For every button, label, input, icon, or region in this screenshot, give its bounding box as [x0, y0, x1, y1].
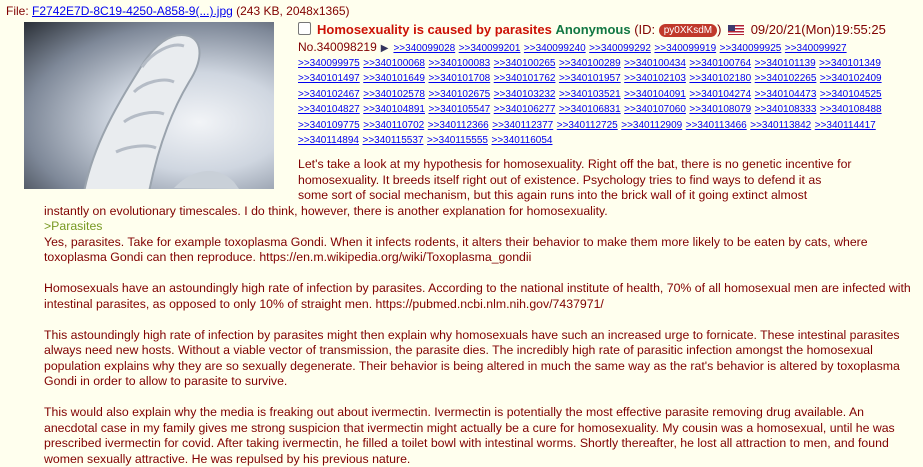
message-paragraph: This would also explain why the media is…: [44, 405, 895, 466]
backlink[interactable]: >>340102675: [428, 88, 491, 100]
backlink[interactable]: >>340100068: [363, 57, 425, 69]
backlink[interactable]: >>340110702: [363, 119, 425, 131]
backlink[interactable]: >>340102103: [624, 73, 686, 84]
file-link[interactable]: F2742E7D-8C19-4250-A858-9(...).jpg: [32, 4, 233, 18]
post-menu-arrow-icon[interactable]: ▶: [380, 43, 389, 54]
backlink[interactable]: >>340104827: [298, 104, 360, 115]
message-line: some sort of social mechanism, but this …: [298, 188, 808, 202]
backlink[interactable]: >>340101957: [558, 73, 621, 84]
backlink[interactable]: >>340099927: [784, 43, 847, 54]
backlink[interactable]: >>340106277: [493, 104, 556, 115]
backlink[interactable]: >>340105547: [428, 104, 491, 115]
file-info: File: F2742E7D-8C19-4250-A858-9(...).jpg…: [6, 4, 350, 18]
backlink[interactable]: >>340102409: [819, 73, 882, 84]
backlink[interactable]: >>340102578: [363, 88, 425, 100]
backlink[interactable]: >>340112725: [556, 119, 618, 131]
id-open: (ID:: [630, 22, 659, 37]
backlink[interactable]: >>340103232: [493, 88, 556, 100]
post-number-label[interactable]: No.340098219: [298, 40, 377, 54]
backlink[interactable]: >>340108333: [754, 104, 817, 115]
backlink[interactable]: >>340114894: [298, 135, 359, 146]
backlink[interactable]: >>340101649: [363, 73, 425, 84]
backlinks: No.340098219 ▶ >>340099028 >>340099201 >>340…: [298, 40, 918, 149]
us-flag-icon: [728, 25, 745, 35]
backlink-row: >>340109775 >>340110702 >>340112366 >>34011…: [298, 118, 918, 134]
backlink[interactable]: >>340102265: [754, 73, 817, 84]
backlink[interactable]: >>340112909: [621, 119, 683, 131]
post-subject: Homosexuality is caused by parasites: [317, 22, 552, 37]
backlink[interactable]: >>340099975: [298, 57, 360, 69]
backlink[interactable]: >>340104274: [689, 88, 752, 100]
message-paragraph: Homosexuals have an astoundingly high ra…: [44, 281, 911, 311]
backlink[interactable]: >>340103521: [558, 88, 621, 100]
backlink[interactable]: >>340101497: [298, 73, 360, 84]
backlink[interactable]: >>340099292: [589, 43, 651, 54]
post-checkbox[interactable]: [298, 22, 311, 35]
backlink[interactable]: >>340112366: [427, 119, 489, 131]
post-datetime: 09/20/21(Mon)19:55:25: [750, 22, 886, 37]
backlink[interactable]: >>340115555: [427, 135, 488, 146]
backlink[interactable]: >>340100265: [493, 57, 556, 69]
backlink[interactable]: >>340106831: [558, 104, 621, 115]
backlink[interactable]: >>340102467: [298, 88, 360, 100]
backlink[interactable]: >>340099201: [458, 43, 521, 54]
backlink[interactable]: >>340108488: [819, 104, 882, 115]
message-paragraph: Yes, parasites. Take for example toxopla…: [44, 234, 868, 265]
backlink-row: >>340102467 >>340102578 >>340102675 >>34010…: [298, 87, 918, 103]
poster-name: Anonymous: [555, 22, 631, 37]
backlink-row: >>340104827 >>340104891 >>340105547 >>34010…: [298, 102, 918, 118]
poster-id[interactable]: py0XKsdM: [658, 24, 718, 37]
post-header: Homosexuality is caused by parasites Ano…: [298, 22, 886, 37]
message-paragraph: This astoundingly high rate of infection…: [44, 327, 900, 389]
backlink[interactable]: >>340099925: [719, 43, 782, 54]
backlink[interactable]: >>340109775: [298, 119, 360, 131]
backlink[interactable]: >>340100434: [624, 57, 686, 69]
backlink[interactable]: >>340099240: [523, 43, 586, 54]
backlink[interactable]: >>340104891: [363, 104, 425, 115]
backlink[interactable]: >>340099028: [393, 43, 456, 54]
id-close: ): [717, 22, 722, 37]
backlink[interactable]: >>340099919: [654, 43, 717, 54]
worm-image: [83, 34, 239, 189]
backlink[interactable]: >>340101762: [493, 73, 556, 84]
backlink-row: >>340114894 >>340115537 >>340115555 >>34011…: [298, 133, 918, 149]
message-line: homosexuality. It breeds itself right ou…: [298, 172, 822, 187]
backlink[interactable]: >>340100289: [558, 57, 621, 69]
backlink[interactable]: >>340101139: [754, 57, 816, 69]
backlink[interactable]: >>340107060: [624, 104, 686, 115]
backlink[interactable]: >>340104525: [819, 88, 882, 100]
backlink[interactable]: >>340113842: [750, 119, 812, 131]
backlink[interactable]: >>340104091: [624, 88, 686, 100]
backlink[interactable]: >>340104473: [754, 88, 817, 100]
post-thumbnail[interactable]: [24, 22, 274, 189]
backlink[interactable]: >>340114417: [814, 119, 876, 131]
greentext-line: >Parasites: [44, 219, 103, 233]
backlink[interactable]: >>340101708: [428, 73, 491, 84]
backlink[interactable]: >>340115537: [362, 135, 424, 146]
file-meta: (243 KB, 2048x1365): [232, 4, 350, 18]
backlink[interactable]: >>340113466: [685, 119, 747, 131]
backlink[interactable]: >>340112377: [492, 119, 554, 131]
message-line: Let's take a look at my hypothesis for h…: [298, 157, 852, 171]
backlink-row: >>340101497 >>340101649 >>340101708 >>34010…: [298, 71, 918, 87]
backlink[interactable]: >>340108079: [689, 104, 752, 115]
backlink[interactable]: >>340100764: [689, 57, 752, 69]
post-message: Let's take a look at my hypothesis for h…: [44, 157, 916, 467]
backlink[interactable]: >>340116054: [491, 135, 553, 146]
backlink-row: No.340098219 ▶ >>340099028 >>340099201 >>340…: [298, 40, 918, 56]
backlink-row: >>340099975 >>340100068 >>340100083 >>34010…: [298, 56, 918, 72]
file-prefix: File:: [6, 4, 33, 18]
message-line: instantly on evolutionary timescales. I …: [44, 203, 608, 218]
backlink[interactable]: >>340102180: [689, 73, 752, 84]
backlink[interactable]: >>340100083: [428, 57, 491, 69]
backlink[interactable]: >>340101349: [819, 57, 881, 69]
